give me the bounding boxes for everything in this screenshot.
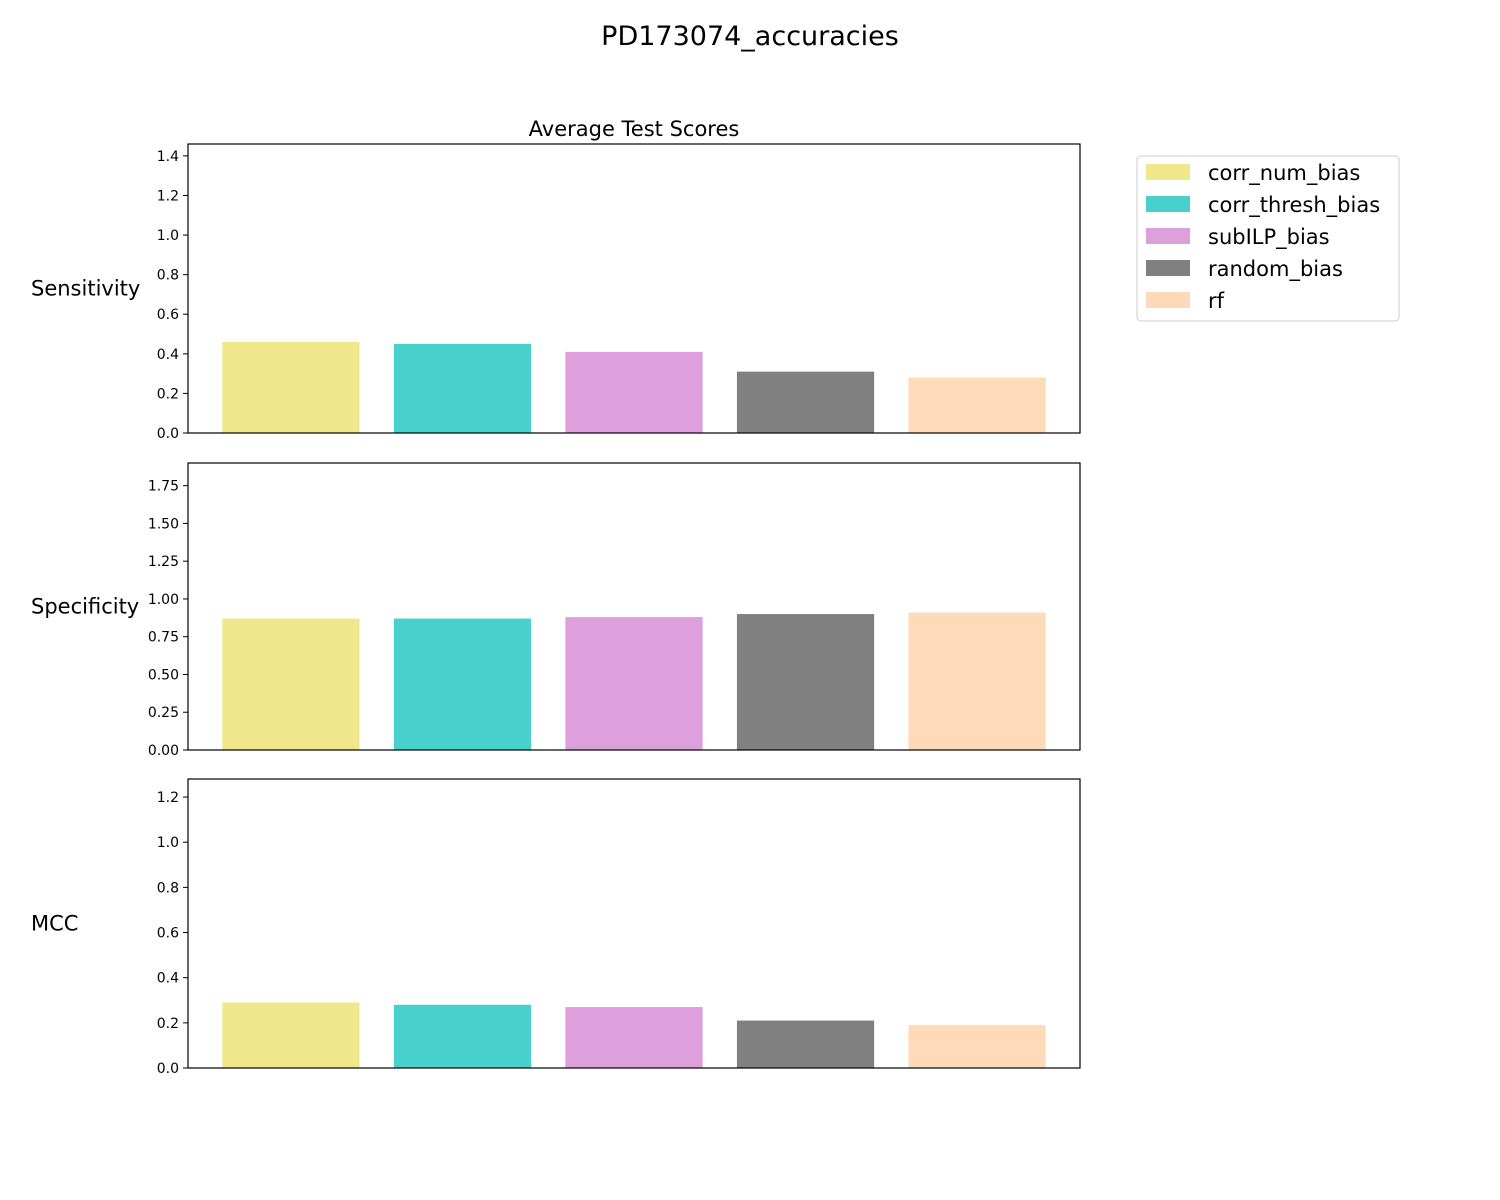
y-tick-label: 0.4 (157, 971, 179, 987)
bar-random_bias (736, 371, 875, 433)
figure-title: PD173074_accuracies (601, 21, 899, 52)
bar-subILP_bias (565, 617, 703, 750)
panel-mcc: MCC 0.0 0.2 0.4 0.6 0.8 1.0 1.2 (31, 778, 1081, 1077)
bar-corr_num_bias (222, 618, 360, 750)
legend-swatch-subILP_bias (1146, 228, 1190, 244)
y-tick-label: 1.50 (148, 516, 179, 532)
y-tick-label: 1.2 (157, 790, 179, 806)
y-tick-label: 0.50 (148, 667, 179, 683)
y-tick-label: 0.6 (157, 926, 179, 942)
row-label-mcc: MCC (31, 912, 78, 936)
y-tick-label: 0.2 (157, 386, 179, 402)
y-tick-label: 0.25 (148, 705, 179, 721)
y-tick-label: 0.00 (148, 743, 179, 759)
panel-specificity: Specificity 0.00 0.25 0.50 0.75 1.00 1.25 1.50 1… (31, 462, 1081, 759)
bar-corr_num_bias (222, 1002, 360, 1068)
y-tick-label: 0.2 (157, 1016, 179, 1032)
y-tick-label: 1.4 (157, 149, 179, 165)
legend-label-subILP_bias: subILP_bias (1208, 225, 1330, 250)
legend-label-rf: rf (1208, 289, 1225, 313)
panel-sensitivity: Average Test Scores Sensitivity 0.0 0.2 0.4 0… (31, 117, 1081, 442)
y-tick-label: 0.8 (157, 268, 179, 284)
legend-swatch-rf (1146, 292, 1190, 308)
bar-random_bias (736, 614, 875, 750)
chart-panels: Average Test Scores Sensitivity 0.0 0.2 0.4 0… (31, 117, 1081, 1077)
bar-rf (908, 1025, 1046, 1068)
y-tick-label: 0.0 (157, 426, 179, 442)
legend-swatch-corr_thresh_bias (1146, 196, 1190, 212)
y-tick-label: 1.75 (148, 479, 179, 495)
bar-corr_thresh_bias (393, 1004, 532, 1068)
axes-frame (187, 462, 1081, 751)
bar-subILP_bias (565, 1007, 703, 1068)
legend-label-corr_thresh_bias: corr_thresh_bias (1208, 193, 1380, 218)
bar-random_bias (736, 1020, 875, 1068)
legend: corr_num_bias corr_thresh_bias subILP_bias… (1136, 155, 1400, 322)
panel-title: Average Test Scores (529, 117, 740, 141)
bar-rf (908, 612, 1046, 750)
bar-subILP_bias (565, 351, 703, 433)
y-tick-label: 0.0 (157, 1061, 179, 1077)
y-tick-label: 0.4 (157, 347, 179, 363)
y-tick-label: 1.2 (157, 188, 179, 204)
bar-corr_thresh_bias (393, 343, 532, 433)
y-tick-label: 0.8 (157, 880, 179, 896)
row-label-specificity: Specificity (31, 595, 139, 619)
bar-rf (908, 377, 1046, 433)
legend-label-corr_num_bias: corr_num_bias (1208, 161, 1360, 186)
legend-swatch-corr_num_bias (1146, 164, 1190, 180)
y-tick-label: 0.75 (148, 630, 179, 646)
bar-corr_thresh_bias (393, 618, 532, 750)
legend-swatch-random_bias (1146, 260, 1190, 276)
y-tick-label: 1.0 (157, 228, 179, 244)
axes-frame (187, 778, 1081, 1069)
legend-label-random_bias: random_bias (1208, 257, 1343, 282)
legend-box (1136, 155, 1400, 322)
y-tick-label: 1.25 (148, 554, 179, 570)
bar-corr_num_bias (222, 341, 360, 433)
y-tick-label: 1.0 (157, 835, 179, 851)
axes-frame (187, 143, 1081, 434)
y-tick-label: 0.6 (157, 307, 179, 323)
row-label-sensitivity: Sensitivity (31, 277, 140, 301)
y-tick-label: 1.00 (148, 592, 179, 608)
